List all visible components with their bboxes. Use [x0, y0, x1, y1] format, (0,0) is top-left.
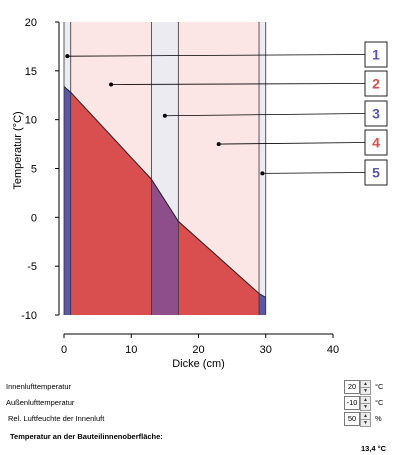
result-value: 13,4 °C: [361, 444, 387, 453]
inner-air-temperature-spinner[interactable]: ▲ ▼: [360, 380, 371, 395]
callout-box-2: [364, 70, 388, 97]
layer-temperature-fill-1: [64, 86, 71, 316]
y-tick-label-2: 15: [25, 66, 37, 78]
spin-down-icon[interactable]: ▼: [360, 419, 371, 427]
layer-background-5: [259, 22, 266, 315]
spin-down-icon[interactable]: ▼: [360, 387, 371, 395]
y-axis-label: Temperatur (°C): [12, 111, 24, 189]
outer-air-temperature-input[interactable]: -10: [344, 396, 360, 410]
callout-box-3: [364, 100, 388, 127]
inner-air-temperature-label: Innenlufttemperatur: [6, 382, 72, 391]
layer-temperature-fill-2: [70, 92, 152, 315]
callout-line-3: [164, 113, 366, 117]
layer-temperature-fill-3: [151, 179, 179, 315]
relative-humidity-spinner[interactable]: ▲ ▼: [360, 412, 371, 427]
y-tick-label-1: 20: [25, 17, 37, 29]
relative-humidity-input[interactable]: 50: [344, 412, 360, 426]
callout-number-4: 4: [372, 135, 380, 151]
callout-line-4: [218, 142, 366, 145]
temperature-curve: [63, 86, 267, 298]
x-tick-label-1: 0: [61, 344, 67, 356]
result-label: Temperatur an der Bauteilinnenoberfläche…: [10, 432, 163, 441]
y-tick-label-6: -5: [27, 261, 37, 273]
x-tick-label-2: 10: [125, 344, 137, 356]
inner-air-temperature-row: Innenlufttemperatur 20 ▲ ▼ °C: [0, 378, 400, 396]
y-tick-label-7: -10: [21, 310, 37, 322]
x-tick-label-5: 40: [327, 344, 339, 356]
relative-humidity-label: Rel. Luftfeuchte der Innenluft: [8, 414, 105, 423]
x-axis-label: Dicke (cm): [172, 358, 225, 370]
outer-air-temperature-row: Außenlufttemperatur -10 ▲ ▼ °C: [0, 394, 400, 412]
callout-number-2: 2: [372, 76, 380, 92]
callout-number-3: 3: [372, 106, 380, 122]
y-tick-label-5: 0: [31, 212, 37, 224]
y-tick-label-3: 10: [25, 115, 37, 127]
input-form: Innenlufttemperatur 20 ▲ ▼ °C Außenluftt…: [0, 372, 400, 455]
layer-temperature-fill-4: [178, 221, 260, 315]
callout-box-4: [364, 129, 388, 156]
outer-air-temperature-spinner[interactable]: ▲ ▼: [360, 396, 371, 411]
spin-down-icon[interactable]: ▼: [360, 403, 371, 411]
callout-number-5: 5: [372, 165, 380, 181]
callout-line-2: [111, 83, 366, 85]
inner-air-temperature-input[interactable]: 20: [344, 380, 360, 394]
y-tick-label-4: 5: [31, 164, 37, 176]
callout-box-1: [364, 41, 388, 68]
x-tick-label-4: 30: [260, 344, 272, 356]
layer-temperature-fill-5: [259, 293, 266, 315]
callout-number-1: 1: [372, 47, 380, 63]
relative-humidity-row: Rel. Luftfeuchte der Innenluft 50 ▲ ▼ %: [0, 410, 400, 428]
relative-humidity-unit: %: [375, 414, 382, 423]
callout-line-5: [262, 172, 366, 174]
x-tick-label-3: 20: [192, 344, 204, 356]
callout-line-1: [67, 54, 366, 57]
inner-air-temperature-unit: °C: [375, 382, 384, 391]
outer-air-temperature-label: Außenlufttemperatur: [6, 398, 75, 407]
callout-box-5: [364, 159, 388, 186]
outer-air-temperature-unit: °C: [375, 398, 384, 407]
